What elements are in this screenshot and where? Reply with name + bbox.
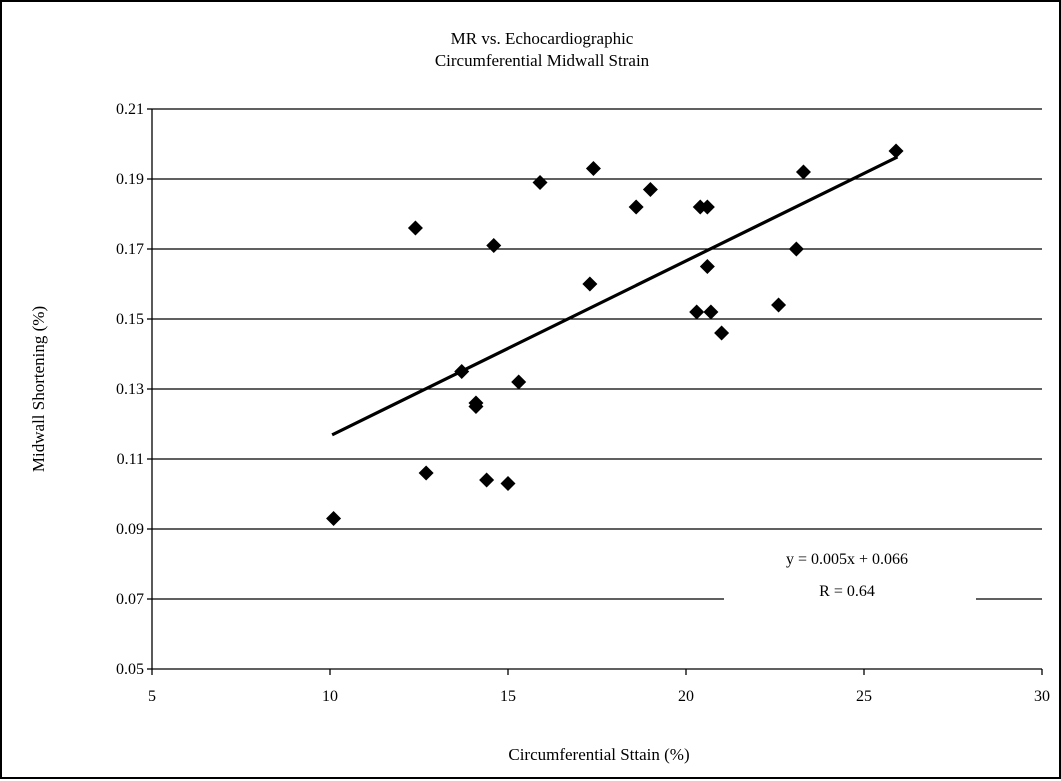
data-point	[418, 465, 434, 481]
x-tick-label: 20	[678, 688, 694, 705]
y-tick-label: 0.09	[116, 521, 144, 538]
correlation-coefficient: R = 0.64	[819, 583, 875, 600]
data-points	[326, 143, 904, 526]
data-point	[642, 182, 658, 197]
data-point	[486, 238, 502, 253]
data-point	[500, 476, 516, 491]
regression-equation: y = 0.005x + 0.066	[786, 551, 908, 568]
data-point	[888, 143, 904, 159]
data-point	[703, 304, 719, 320]
chart-title-line: Circumferential Midwall Strain	[435, 51, 650, 70]
x-axis-title: Circumferential Sttain (%)	[508, 745, 689, 764]
data-point	[788, 241, 804, 257]
data-point	[582, 276, 598, 292]
data-point	[795, 164, 811, 180]
data-point	[689, 304, 705, 320]
chart-text: 0.05 0.07 0.09 0.11 0.13 0.15 0.17 0.19 0.21 5 10 1…	[29, 29, 1050, 764]
x-tick-label: 5	[148, 688, 156, 705]
data-point	[468, 399, 484, 414]
trendline	[331, 155, 899, 437]
equation-box	[724, 538, 976, 612]
y-tick-label: 0.11	[117, 451, 144, 468]
data-point	[407, 220, 423, 236]
data-point	[699, 259, 715, 274]
x-tick-label: 10	[322, 688, 338, 705]
data-point	[699, 199, 715, 215]
x-tick-label: 30	[1034, 688, 1050, 705]
data-point	[714, 325, 730, 341]
annotation-box	[724, 538, 976, 612]
data-point	[628, 199, 644, 215]
y-axis-title: Midwall Shortening (%)	[29, 306, 48, 472]
data-point	[454, 364, 470, 379]
data-point	[479, 472, 495, 488]
y-tick-label: 0.15	[116, 311, 144, 328]
data-point	[585, 161, 601, 176]
y-tick-label: 0.21	[116, 101, 144, 118]
gridlines	[152, 108, 1042, 600]
y-tick-label: 0.07	[116, 591, 144, 608]
data-point	[326, 511, 342, 526]
y-tick-label: 0.05	[116, 661, 144, 678]
data-point	[532, 175, 548, 190]
trendline-layer	[331, 155, 899, 437]
y-tick-label: 0.19	[116, 171, 144, 188]
x-tick-label: 15	[500, 688, 516, 705]
chart-title-line: MR vs. Echocardiographic	[451, 29, 634, 48]
y-tick-label: 0.17	[116, 241, 144, 258]
y-tick-label: 0.13	[116, 381, 144, 398]
data-point	[511, 374, 527, 390]
x-tick-label: 25	[856, 688, 872, 705]
axes	[147, 108, 1043, 675]
data-point	[771, 297, 787, 313]
